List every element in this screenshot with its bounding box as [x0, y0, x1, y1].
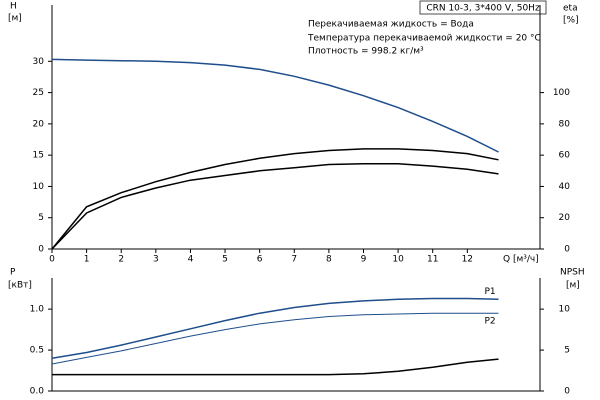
y-tick-label: 25	[33, 88, 44, 98]
x-tick-label: 0	[49, 255, 55, 265]
series-line	[51, 163, 499, 250]
y-tick-label: 15	[33, 151, 44, 161]
y2-tick-label: 100	[553, 88, 570, 98]
y2-axis-label: eta	[563, 4, 578, 14]
title-box	[419, 0, 547, 15]
annotation: Перекачиваемая жидкость = Вода	[308, 20, 474, 30]
annotation: Плотность = 998.2 кг/м³	[308, 47, 424, 57]
y2-axis-label: NPSH	[560, 268, 585, 278]
series-line	[51, 148, 499, 250]
x-tick-label: 8	[326, 255, 332, 265]
y-axis-unit: [кВт]	[8, 281, 32, 291]
x-tick-label: 3	[153, 255, 159, 265]
y2-tick-label: 40	[559, 182, 571, 192]
y-tick-label: 5	[38, 213, 44, 223]
series-line	[51, 297, 499, 359]
x-tick-label: 6	[257, 255, 263, 265]
x-tick-label: 12	[462, 255, 473, 265]
chart-title: CRN 10-3, 3*400 V, 50Hz	[426, 4, 540, 14]
y2-tick-label: 20	[559, 213, 571, 223]
y-tick-label: 0.5	[30, 346, 44, 356]
y2-axis-unit: [%]	[563, 16, 579, 26]
y2-tick-label: 10	[559, 305, 571, 315]
y2-tick-label: 60	[559, 151, 571, 161]
y-axis-label: P	[10, 268, 16, 278]
y-tick-label: 10	[33, 182, 45, 192]
x-tick-label: 10	[392, 255, 404, 265]
y2-tick-label: 0	[564, 245, 570, 255]
legend-label: P1	[484, 287, 495, 297]
y2-tick-label: 80	[559, 119, 571, 129]
series-line	[51, 312, 499, 365]
x-tick-label: 4	[188, 255, 194, 265]
x-tick-label: 1	[84, 255, 90, 265]
y-tick-label: 1.0	[30, 305, 45, 315]
y2-axis-unit: [м]	[566, 281, 580, 291]
x-tick-label: 7	[291, 255, 297, 265]
x-tick-label: 2	[118, 255, 124, 265]
y-tick-label: 20	[33, 119, 45, 129]
series-line	[52, 358, 499, 376]
x-tick-label: 5	[222, 255, 228, 265]
y-axis-unit: [м]	[8, 14, 22, 24]
y-axis-label: H	[10, 2, 17, 12]
x-tick-label: 11	[427, 255, 438, 265]
y-tick-label: 0	[38, 245, 44, 255]
y2-tick-label: 5	[564, 346, 570, 356]
y-tick-label: 0.0	[30, 387, 45, 397]
series-line	[51, 58, 499, 153]
y2-tick-label: 0	[564, 387, 570, 397]
legend-label: P2	[484, 317, 495, 327]
y-tick-label: 30	[33, 57, 45, 67]
x-tick-label: 9	[361, 255, 367, 265]
x-axis-label: Q [м³/ч]	[503, 255, 539, 265]
annotation: Температура перекачиваемой жидкости = 20…	[307, 34, 541, 44]
